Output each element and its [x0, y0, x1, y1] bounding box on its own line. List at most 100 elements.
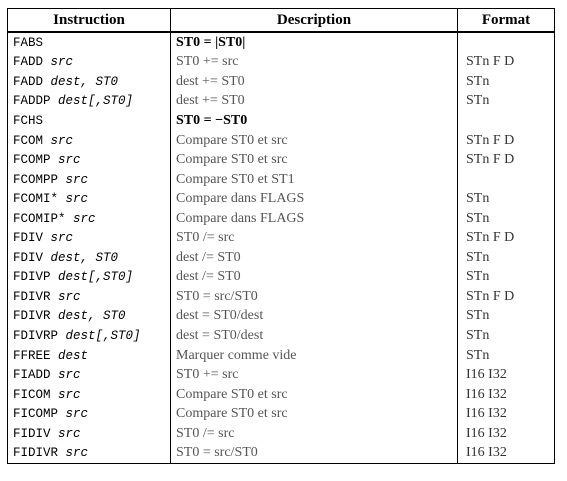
instruction-opcode: FDIV — [13, 231, 44, 246]
instruction-operand: dest[,ST0] — [58, 94, 134, 109]
instruction-cell: FCOMIP* src — [8, 209, 171, 229]
table-row: FCOMIP* src Compare dans FLAGS STn — [8, 208, 555, 229]
format-cell: STn — [457, 189, 555, 209]
description-cell: ST0 = −ST0 — [170, 111, 458, 131]
description-cell: Compare ST0 et src — [170, 130, 458, 151]
instruction-cell: FIDIVR src — [8, 443, 171, 463]
instruction-cell: FCOMI* src — [8, 189, 171, 209]
table-row: FCOM src Compare ST0 et src STn F D — [8, 130, 555, 151]
instruction-opcode: FDIV — [13, 250, 44, 265]
format-cell: STn — [457, 208, 555, 229]
description-cell: Compare dans FLAGS — [170, 189, 458, 209]
description-cell: Marquer comme vide — [170, 345, 458, 366]
instruction-operand: src — [65, 172, 89, 187]
format-cell: STn F D — [457, 150, 555, 170]
instruction-operand: src — [50, 231, 74, 246]
instruction-opcode: FDIVR — [13, 289, 51, 304]
format-cell — [457, 111, 555, 131]
table-row: FICOM src Compare ST0 et src I16 I32 — [8, 384, 555, 405]
instruction-opcode: FDIVP — [13, 270, 51, 285]
description-cell: ST0 /= src — [170, 423, 458, 444]
instruction-operand: src — [65, 446, 89, 461]
instruction-operand: dest[,ST0] — [58, 270, 134, 285]
instruction-opcode: FADD — [13, 55, 44, 70]
instruction-opcode: FADD — [13, 74, 44, 89]
header-description: Description — [170, 8, 458, 33]
format-cell — [457, 169, 555, 190]
instruction-opcode: FABS — [13, 35, 44, 50]
instruction-opcode: FIDIVR — [13, 446, 59, 461]
instruction-cell: FADD src — [8, 53, 171, 73]
description-cell: ST0 += src — [170, 52, 458, 73]
instruction-table-container: Instruction Description Format FABS ST0 =… — [7, 8, 555, 465]
header-instruction: Instruction — [7, 8, 171, 33]
description-cell: Compare ST0 et src — [170, 150, 458, 170]
table-row: FIDIV src ST0 /= src I16 I32 — [8, 423, 555, 444]
table-row: FICOMP src Compare ST0 et src I16 I32 — [8, 404, 555, 424]
instruction-cell: FIDIV src — [8, 424, 171, 444]
instruction-operand: dest, ST0 — [50, 74, 119, 89]
instruction-cell: FFREE dest — [8, 346, 171, 366]
table-row: FADD dest, ST0 dest += ST0 STn — [8, 72, 555, 92]
instruction-opcode: FDIVRP — [13, 328, 59, 343]
instruction-opcode: FCOMPP — [13, 172, 59, 187]
instruction-cell: FABS — [8, 32, 171, 53]
description-cell: Compare ST0 et ST1 — [170, 169, 458, 190]
header-format: Format — [457, 8, 555, 33]
instruction-operand: src — [65, 407, 89, 422]
format-cell: I16 I32 — [457, 443, 555, 464]
instruction-operand: src — [50, 133, 74, 148]
table-row: FABS ST0 = |ST0| — [8, 32, 555, 53]
instruction-operand: src — [58, 153, 81, 168]
instruction-opcode: FFREE — [13, 348, 51, 363]
instruction-cell: FDIV src — [8, 228, 171, 248]
instruction-opcode: FICOM — [13, 387, 51, 402]
instruction-cell: FDIVRP dest[,ST0] — [8, 326, 171, 346]
description-cell: dest += ST0 — [170, 91, 458, 112]
format-cell: STn — [457, 91, 555, 112]
instruction-cell: FICOMP src — [8, 404, 171, 424]
instruction-cell: FCOM src — [8, 131, 171, 151]
format-cell: STn — [457, 267, 555, 288]
instruction-opcode: FIDIV — [13, 426, 51, 441]
format-cell: STn — [457, 248, 555, 268]
format-cell: I16 I32 — [457, 384, 555, 405]
table-row: FCOMI* src Compare dans FLAGS STn — [8, 189, 555, 209]
instruction-cell: FDIV dest, ST0 — [8, 248, 171, 268]
format-cell: STn — [457, 306, 555, 327]
description-cell: ST0 = src/ST0 — [170, 287, 458, 307]
instruction-opcode: FADDP — [13, 94, 51, 109]
format-cell: STn — [457, 326, 555, 346]
description-cell: dest = ST0/dest — [170, 306, 458, 327]
instruction-cell: FIADD src — [8, 365, 171, 385]
description-cell: dest += ST0 — [170, 72, 458, 92]
instruction-opcode: FCOMP — [13, 153, 51, 168]
instruction-cell: FCOMPP src — [8, 170, 171, 190]
instruction-cell: FCHS — [8, 111, 171, 131]
description-cell: Compare dans FLAGS — [170, 208, 458, 229]
instruction-opcode: FIADD — [13, 368, 51, 383]
format-cell: I16 I32 — [457, 423, 555, 444]
description-cell: ST0 = src/ST0 — [170, 443, 458, 464]
table-row: FADDP dest[,ST0] dest += ST0 STn — [8, 91, 555, 112]
table-row: FDIVRP dest[,ST0] dest = ST0/dest STn — [8, 326, 555, 346]
instruction-operand: src — [73, 211, 96, 226]
format-cell: STn F D — [457, 287, 555, 307]
instruction-operand: src — [58, 368, 81, 383]
table-row: FCOMPP src Compare ST0 et ST1 — [8, 169, 555, 190]
instruction-cell: FDIVR dest, ST0 — [8, 307, 171, 327]
table-row: FCHS ST0 = −ST0 — [8, 111, 555, 131]
format-cell: STn F D — [457, 130, 555, 151]
description-cell: Compare ST0 et src — [170, 404, 458, 424]
description-cell: ST0 /= src — [170, 228, 458, 249]
instruction-operand: src — [58, 387, 81, 402]
table-row: FDIV dest, ST0 dest /= ST0 STn — [8, 248, 555, 268]
instruction-cell: FCOMP src — [8, 150, 171, 170]
description-cell: ST0 += src — [170, 365, 458, 385]
instruction-opcode: FCOMIP* — [13, 211, 66, 226]
description-cell: dest /= ST0 — [170, 248, 458, 268]
instruction-opcode: FCHS — [13, 113, 44, 128]
instruction-cell: FICOM src — [8, 385, 171, 405]
format-cell — [457, 32, 555, 53]
table-row: FFREE dest Marquer comme vide STn — [8, 345, 555, 366]
